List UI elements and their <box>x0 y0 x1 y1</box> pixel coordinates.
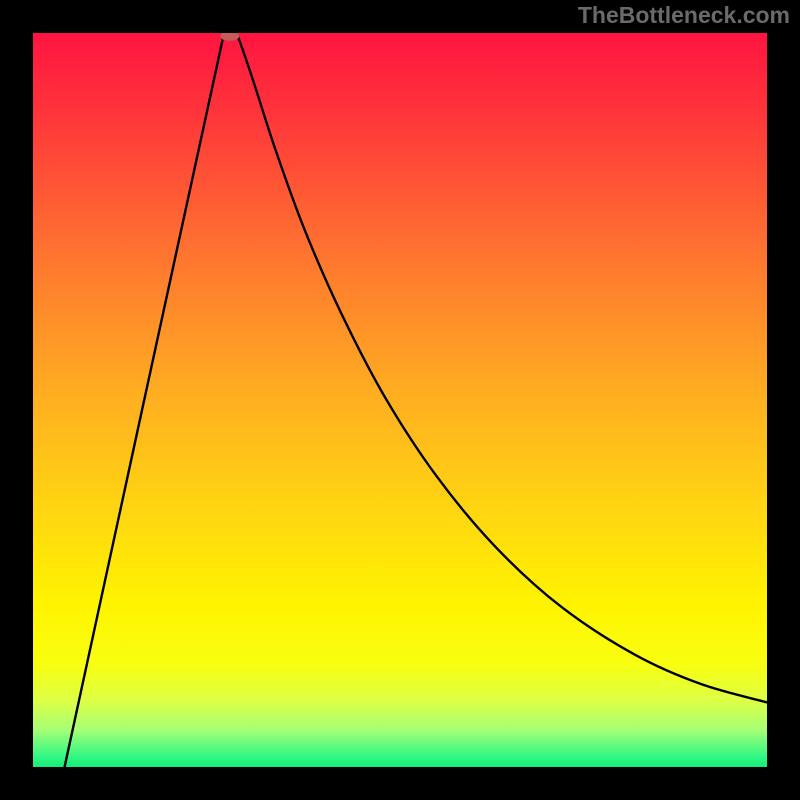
chart-svg <box>33 33 767 767</box>
watermark-text: TheBottleneck.com <box>578 2 790 29</box>
plot-area <box>33 33 767 767</box>
chart-container: TheBottleneck.com <box>0 0 800 800</box>
